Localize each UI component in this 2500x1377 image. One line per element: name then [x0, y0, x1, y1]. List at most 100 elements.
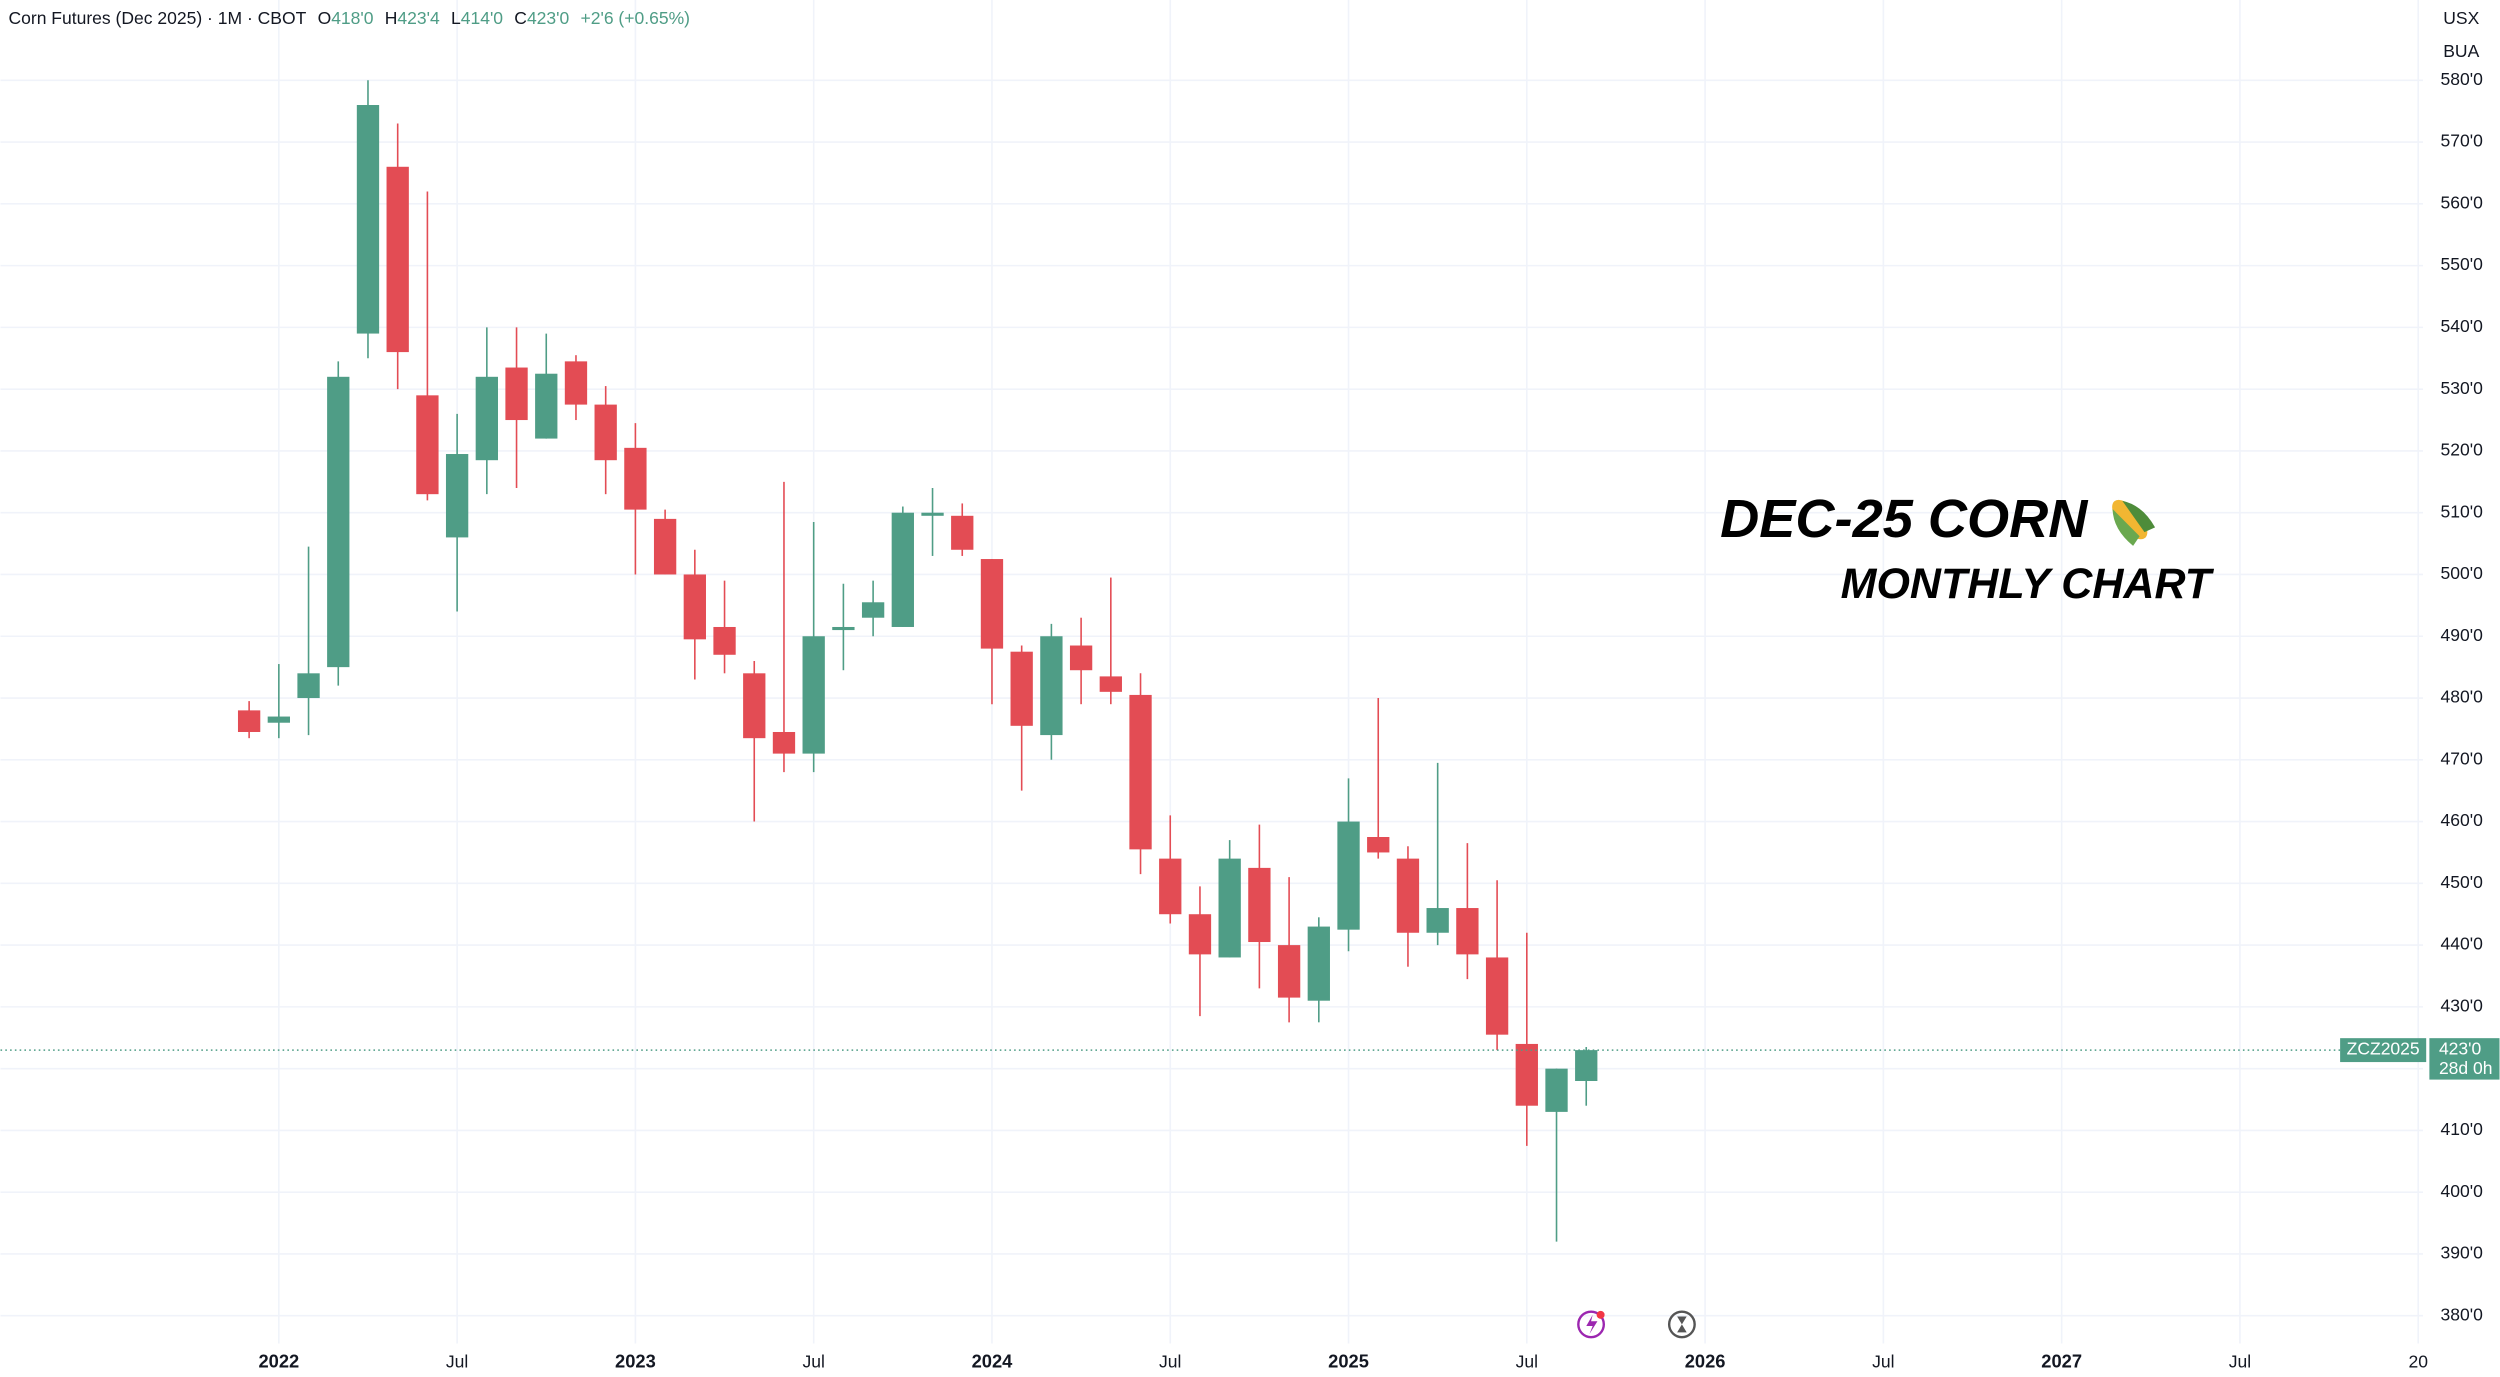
candle-body — [951, 515, 974, 550]
candle-body — [921, 512, 944, 516]
y-tick-label: 540'0 — [2441, 316, 2484, 336]
candle-body — [564, 361, 588, 405]
y-tick-label: 490'0 — [2441, 625, 2484, 645]
candle-body — [772, 731, 796, 754]
candle-body — [1040, 636, 1063, 736]
candle-body — [713, 626, 736, 655]
candle-body — [1396, 858, 1420, 933]
candle-body — [1129, 694, 1152, 850]
candle-body — [237, 710, 261, 732]
y-tick-label: 460'0 — [2441, 810, 2484, 830]
candle-body — [1367, 837, 1390, 853]
candle-body — [1248, 867, 1271, 943]
unit: BUA — [2443, 41, 2479, 61]
candle-body — [1099, 676, 1122, 692]
candle-body — [1456, 908, 1479, 955]
high: 423'4 — [397, 8, 440, 28]
low: 414'0 — [461, 8, 504, 28]
candle-body — [1188, 914, 1212, 955]
symbol-tag: ZCZ2025 — [2347, 1039, 2420, 1059]
close-key: C — [514, 8, 527, 28]
candle-body — [1545, 1068, 1568, 1112]
x-tick-label: Jul — [802, 1351, 824, 1371]
candle-body — [1307, 926, 1330, 1001]
candle-body — [297, 673, 320, 699]
x-tick-label: Jul — [1516, 1351, 1538, 1371]
x-tick-label: 2025 — [1328, 1351, 1369, 1372]
y-tick-label: 470'0 — [2441, 748, 2484, 768]
chart-title: DEC-25 CORN — [1720, 489, 2089, 549]
change: +2'6 (+0.65%) — [581, 8, 690, 28]
candle-body — [535, 373, 558, 439]
y-tick-label: 450'0 — [2441, 872, 2484, 892]
x-tick-label: Jul — [1159, 1351, 1181, 1371]
y-tick-label: 480'0 — [2441, 687, 2484, 707]
plot-area — [0, 80, 2423, 1242]
candle-body — [1426, 908, 1449, 933]
y-tick-label: 390'0 — [2441, 1243, 2484, 1263]
candle-body — [1159, 858, 1182, 915]
candle-body — [1337, 821, 1360, 930]
x-tick-label: 2026 — [1685, 1351, 1726, 1372]
event-icons — [1577, 1310, 1696, 1339]
legend-header: Corn Futures (Dec 2025) · 1M · CBOT O418… — [8, 8, 690, 28]
candle-body — [980, 559, 1004, 649]
candle-body — [743, 673, 766, 739]
open-key: O — [318, 8, 332, 28]
y-tick-label: 580'0 — [2441, 69, 2484, 89]
close: 423'0 — [527, 8, 570, 28]
y-tick-label: 430'0 — [2441, 996, 2484, 1016]
currency: USX — [2443, 8, 2479, 28]
y-tick-label: 410'0 — [2441, 1119, 2484, 1139]
symbol: Corn Futures (Dec 2025) · 1M · CBOT — [8, 8, 306, 28]
candle-body — [891, 512, 914, 627]
symbol-tag-bg — [2340, 1038, 2427, 1063]
candle-body — [1069, 645, 1093, 671]
corn-icon — [2112, 499, 2156, 546]
candle-body — [861, 602, 885, 618]
price-tag: 423'0 — [2439, 1039, 2482, 1059]
x-tick-label: 2024 — [972, 1351, 1014, 1372]
x-tick-label: Jul — [1872, 1351, 1894, 1371]
y-tick-label: 520'0 — [2441, 440, 2484, 460]
high-key: H — [385, 8, 398, 28]
candle-body — [1218, 858, 1241, 958]
candle-body — [1575, 1050, 1598, 1082]
x-tick-label: 20 — [2408, 1351, 2428, 1371]
y-tick-label: 440'0 — [2441, 934, 2484, 954]
candle-body — [683, 574, 706, 640]
y-tick-label: 400'0 — [2441, 1181, 2484, 1201]
chart-subtitle: MONTHLY CHART — [1841, 560, 2215, 608]
candle-body — [1515, 1043, 1538, 1106]
countdown: 28d 0h — [2439, 1058, 2493, 1078]
y-tick-label: 380'0 — [2441, 1304, 2484, 1324]
x-tick-label: Jul — [446, 1351, 468, 1371]
x-tick-label: 2022 — [258, 1351, 299, 1372]
candle-body — [475, 376, 498, 461]
candle-body — [1277, 945, 1301, 998]
candle-body — [624, 447, 647, 510]
y-tick-label: 570'0 — [2441, 131, 2484, 151]
candle-body — [802, 636, 825, 754]
low-key: L — [451, 8, 461, 28]
candle-body — [653, 518, 677, 575]
candle-body — [386, 166, 409, 353]
price-tag-bg — [2429, 1038, 2500, 1080]
candle-body — [832, 626, 855, 631]
y-tick-label: 500'0 — [2441, 563, 2484, 583]
candle-body — [356, 105, 380, 334]
x-tick-label: 2027 — [2041, 1351, 2082, 1372]
candle-body — [505, 367, 528, 421]
candle-body — [327, 376, 350, 668]
y-tick-label: 510'0 — [2441, 501, 2484, 521]
y-tick-label: 530'0 — [2441, 378, 2484, 398]
candle-body — [1485, 957, 1509, 1035]
x-tick-label: Jul — [2229, 1351, 2251, 1371]
candle-body — [416, 395, 439, 495]
y-tick-label: 550'0 — [2441, 254, 2484, 274]
candle-body — [445, 454, 469, 538]
open: 418'0 — [331, 8, 374, 28]
candle-body — [267, 716, 290, 723]
